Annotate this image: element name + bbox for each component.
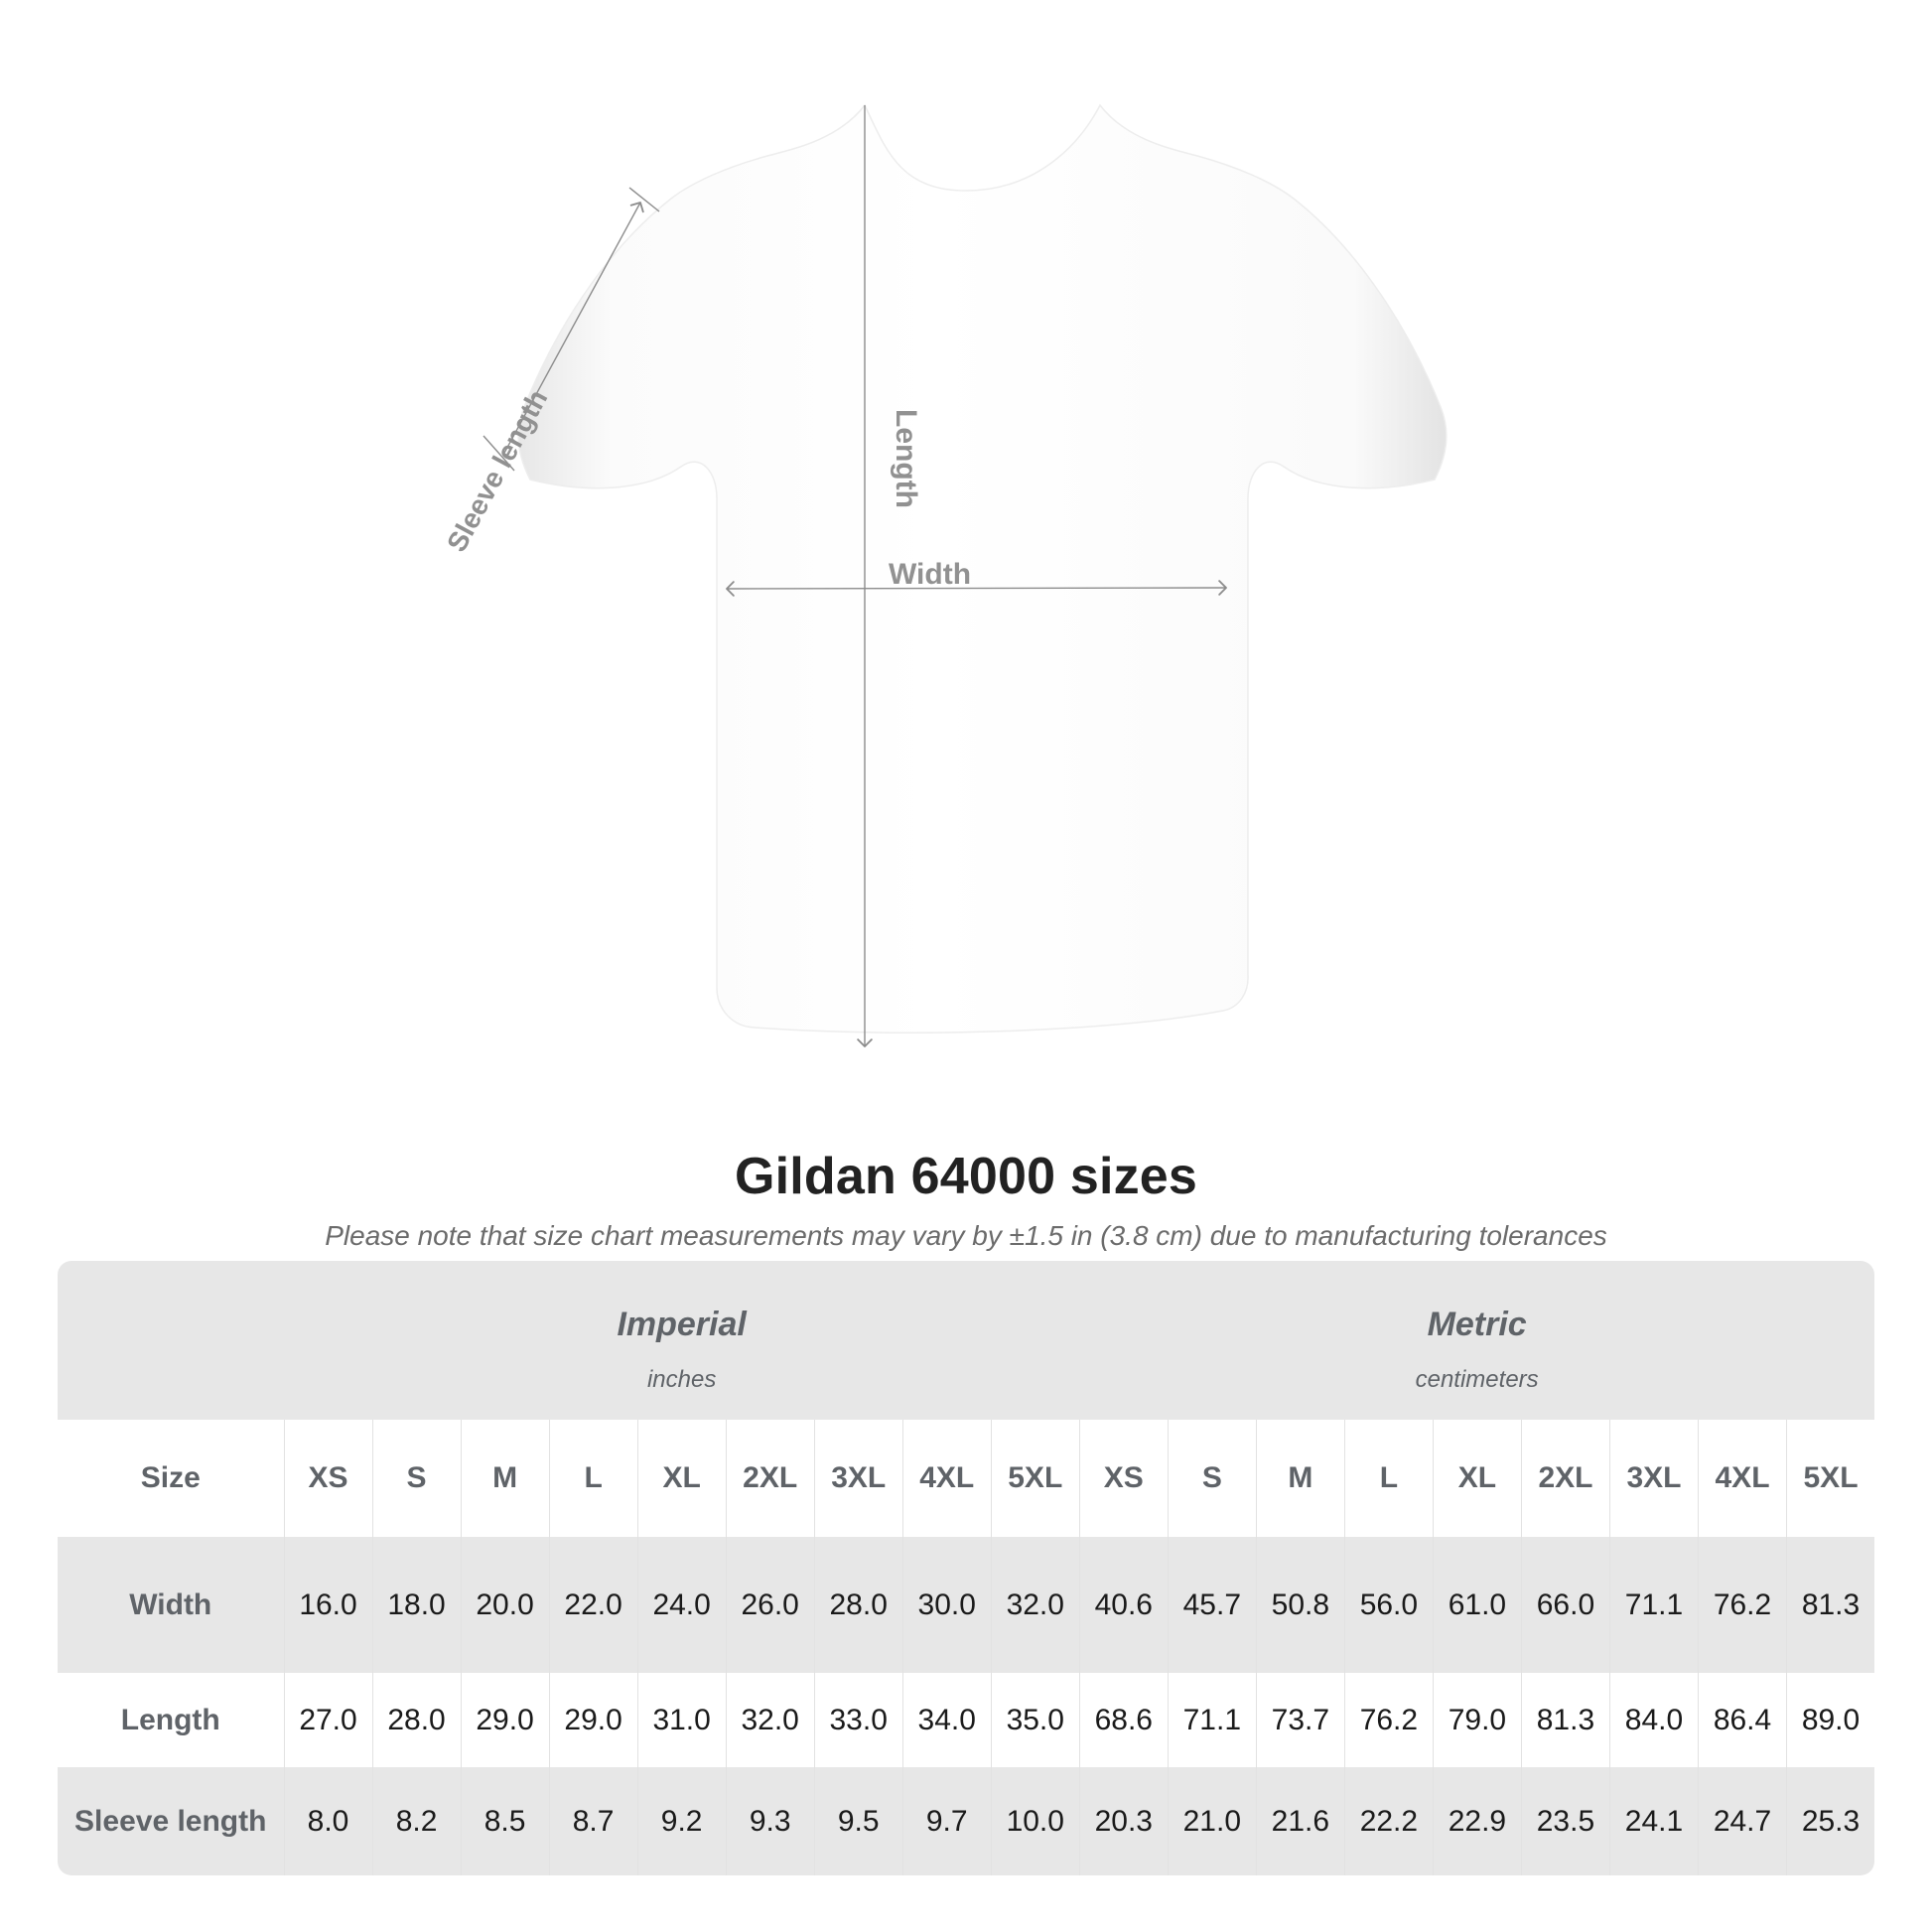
svg-text:Length: Length bbox=[890, 409, 922, 508]
svg-text:Width: Width bbox=[889, 558, 971, 591]
